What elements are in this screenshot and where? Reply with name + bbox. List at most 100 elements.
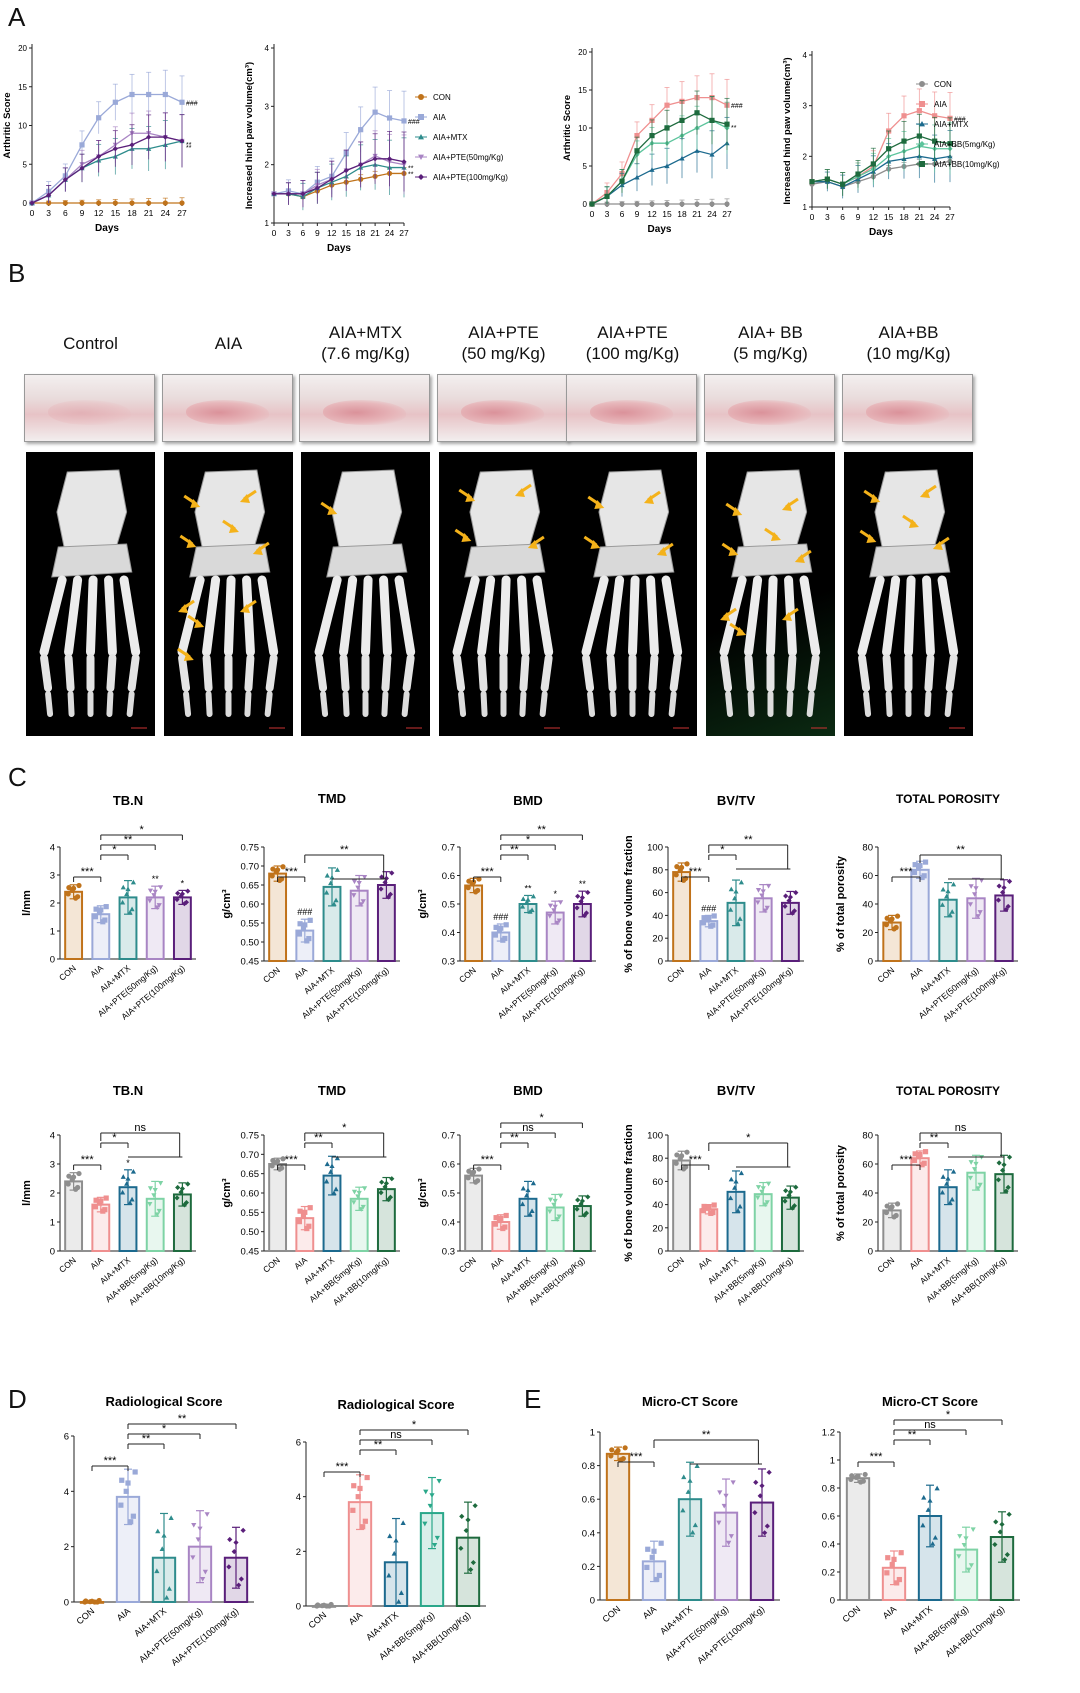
panel-letter-c: C bbox=[8, 762, 27, 792]
phalanx bbox=[786, 654, 797, 692]
chart-title: TB.N bbox=[113, 793, 143, 808]
data-point bbox=[581, 1212, 588, 1218]
microct-render-4 bbox=[568, 452, 697, 736]
y-tick-label: 80 bbox=[862, 843, 873, 854]
data-point bbox=[961, 1543, 967, 1548]
data-point bbox=[503, 922, 509, 928]
y-tick-label: 0.60 bbox=[241, 900, 260, 911]
data-point bbox=[304, 1225, 310, 1232]
bar-fill bbox=[754, 898, 772, 961]
bar-fill bbox=[995, 1174, 1013, 1251]
metatarsal bbox=[744, 575, 763, 657]
series-AIA+PTE(100mg/Kg) bbox=[29, 112, 185, 206]
data-point bbox=[275, 1158, 281, 1164]
significance-label: ns bbox=[134, 1122, 146, 1134]
bar-fill bbox=[146, 897, 164, 959]
data-point bbox=[147, 1201, 153, 1207]
data-point bbox=[920, 1522, 926, 1528]
data-point bbox=[179, 138, 185, 144]
data-point bbox=[360, 1524, 366, 1530]
data-point bbox=[432, 1542, 438, 1548]
bar-fill bbox=[465, 885, 483, 961]
phalanx bbox=[648, 654, 659, 692]
ankle-bones bbox=[874, 469, 946, 551]
significance-label: ns bbox=[390, 1429, 402, 1441]
data-point bbox=[191, 1523, 197, 1528]
data-point bbox=[147, 898, 153, 904]
data-point bbox=[387, 1533, 393, 1539]
significance-bracket: *** bbox=[473, 1154, 502, 1170]
y-tick-label: 0.4 bbox=[822, 1540, 835, 1551]
data-point bbox=[939, 1189, 946, 1195]
bone-skeleton bbox=[719, 469, 827, 729]
data-point bbox=[738, 1170, 744, 1176]
bar-fill bbox=[119, 1187, 137, 1251]
x-tick-label: 12 bbox=[327, 228, 337, 238]
data-point bbox=[520, 896, 526, 901]
phalanx bbox=[606, 654, 617, 692]
data-point bbox=[732, 895, 738, 901]
erosion-arrowhead bbox=[656, 547, 667, 556]
significance-bracket: * bbox=[500, 1112, 583, 1128]
y-tick-label: 5 bbox=[23, 160, 28, 169]
data-point bbox=[766, 1469, 772, 1475]
significance-label: ** bbox=[314, 1132, 323, 1144]
data-point bbox=[155, 1528, 161, 1534]
x-tick-label: CON bbox=[841, 1604, 863, 1625]
data-point bbox=[500, 937, 506, 943]
bar-CON: CON bbox=[601, 1445, 631, 1624]
data-point bbox=[709, 152, 715, 157]
chart-d2-radiological-bb: Radiological Score 0 2 4 6 CON AIA AIA+MTX AIA+B… bbox=[296, 1397, 486, 1665]
metatarsal bbox=[257, 575, 279, 657]
data-point bbox=[684, 1149, 690, 1155]
data-point bbox=[760, 1186, 766, 1191]
bar-fill bbox=[173, 897, 191, 959]
chart-title: TOTAL POROSITY bbox=[896, 792, 1000, 806]
data-point bbox=[975, 1186, 981, 1191]
x-tick-label: 3 bbox=[605, 209, 610, 219]
data-point bbox=[917, 1151, 923, 1158]
data-point bbox=[527, 909, 533, 914]
bar-AIA: AIA bbox=[907, 1149, 930, 1271]
data-point bbox=[400, 1520, 406, 1525]
metatarsal bbox=[314, 575, 342, 657]
data-point bbox=[755, 900, 761, 906]
bar-fill bbox=[92, 914, 110, 959]
bar-AIA: AIA bbox=[881, 1550, 907, 1621]
paw-swelling bbox=[728, 400, 811, 426]
data-point bbox=[65, 1181, 71, 1187]
significance-label: *** bbox=[285, 866, 299, 878]
phalanx-tip bbox=[106, 691, 114, 717]
phalanx bbox=[540, 654, 553, 692]
data-point bbox=[575, 893, 581, 899]
bar-fill bbox=[883, 1210, 901, 1251]
y-tick-label: 20 bbox=[18, 44, 27, 53]
paw-photo-0 bbox=[24, 374, 155, 442]
data-point bbox=[575, 1197, 581, 1203]
data-point bbox=[894, 1580, 900, 1586]
data-point bbox=[968, 884, 974, 889]
data-point bbox=[728, 886, 734, 892]
x-tick-label: 0 bbox=[590, 209, 595, 219]
bar-fill bbox=[350, 1198, 368, 1251]
x-tick-label: 0 bbox=[272, 228, 277, 238]
phalanx bbox=[582, 654, 595, 692]
tarsal-bones bbox=[464, 543, 546, 578]
y-tick-label: 0 bbox=[583, 200, 588, 209]
data-point bbox=[329, 874, 335, 880]
x-tick-label: 12 bbox=[94, 208, 104, 218]
bone-skeleton bbox=[857, 469, 965, 729]
x-tick-label: AIA+PTE(100mg/Kg) bbox=[695, 1604, 766, 1666]
significance-bracket: *** bbox=[73, 866, 102, 882]
data-point bbox=[694, 1463, 700, 1469]
data-point bbox=[679, 155, 685, 161]
data-point bbox=[89, 1598, 95, 1604]
bar-annotation: ** bbox=[152, 874, 160, 884]
bar-fill bbox=[911, 869, 929, 961]
data-point bbox=[891, 926, 897, 932]
series-CON bbox=[589, 198, 730, 207]
significance-bracket: *** bbox=[91, 1455, 129, 1471]
data-point bbox=[358, 127, 364, 133]
data-point bbox=[733, 1178, 739, 1184]
paw-photo-5 bbox=[704, 374, 835, 442]
